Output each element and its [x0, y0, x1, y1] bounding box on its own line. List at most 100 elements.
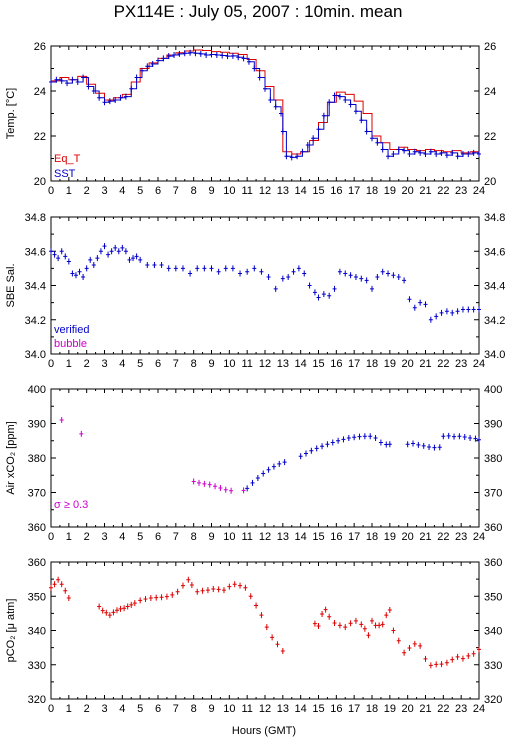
series-2 [49, 49, 481, 161]
data-point [460, 306, 465, 313]
data-point [161, 55, 166, 62]
data-point [370, 285, 374, 292]
data-point [118, 94, 123, 101]
data-point [396, 146, 401, 153]
data-point [332, 285, 337, 292]
data-point [159, 261, 164, 268]
data-point [316, 126, 321, 133]
data-point [273, 285, 278, 292]
x-tick-label: 20 [402, 185, 414, 197]
y-tick-label-right: 370 [484, 488, 502, 500]
data-point [209, 51, 214, 58]
data-point [320, 611, 325, 618]
y-axis-label: pCO₂ [μ atm] [5, 599, 17, 663]
data-point [52, 251, 57, 258]
data-point [289, 154, 294, 161]
data-point [411, 440, 416, 447]
x-tick-label: 11 [241, 703, 252, 715]
x-tick-label: 7 [173, 185, 179, 197]
x-tick-label: 24 [473, 185, 485, 197]
data-point [302, 270, 307, 277]
data-point [127, 256, 132, 263]
y-tick-label-left: 34.4 [25, 281, 46, 293]
y-axis-label: Air xCO₂ [ppm] [5, 421, 17, 494]
x-tick-label: 15 [312, 703, 324, 715]
x-tick-label: 2 [84, 358, 90, 370]
series-line [51, 52, 480, 158]
data-point [280, 275, 285, 282]
data-point [462, 433, 467, 440]
data-point [423, 655, 428, 662]
data-point [428, 316, 433, 323]
data-point [193, 50, 198, 57]
y-tick-label-left: 34.2 [25, 315, 46, 327]
data-point [266, 466, 271, 473]
data-point [129, 601, 134, 608]
data-point [243, 584, 248, 591]
data-point [132, 600, 137, 607]
y-tick-label-left: 360 [28, 557, 46, 569]
data-point [86, 83, 91, 90]
data-point [416, 441, 421, 448]
annotation-sigma: σ ≥ 0.3 [54, 499, 88, 511]
data-point [452, 433, 457, 440]
data-point [450, 309, 455, 316]
x-tick-label: 9 [208, 703, 214, 715]
data-point [330, 439, 335, 446]
data-point [432, 444, 437, 451]
data-point [54, 76, 59, 83]
data-point [439, 661, 444, 668]
y-tick-label-left: 360 [28, 522, 46, 534]
data-point [273, 103, 278, 110]
data-point [207, 481, 212, 488]
x-tick-label: 1 [66, 358, 72, 370]
data-point [268, 97, 273, 103]
data-point [138, 256, 143, 263]
data-point [402, 649, 407, 656]
x-tick-label: 12 [259, 358, 271, 370]
x-tick-label: 0 [48, 358, 54, 370]
x-tick-label: 14 [295, 185, 307, 197]
data-point [384, 612, 389, 619]
data-point [362, 625, 367, 632]
data-point [238, 582, 243, 589]
data-point [189, 581, 194, 588]
data-point [280, 648, 285, 655]
x-tick-label: 12 [259, 703, 271, 715]
x-tick-label: 24 [473, 358, 485, 370]
y-tick-label-right: 320 [484, 694, 502, 706]
data-point [421, 442, 426, 449]
data-point [63, 253, 68, 260]
data-point [59, 581, 64, 588]
y-tick-label-left: 34.0 [25, 349, 46, 361]
data-point [359, 275, 364, 282]
data-point [81, 74, 86, 81]
data-point [282, 459, 287, 466]
data-point [216, 268, 221, 275]
x-tick-label: 20 [402, 703, 414, 715]
x-tick-label: 19 [384, 531, 396, 543]
data-point [225, 53, 230, 60]
data-point [380, 146, 385, 153]
data-point [259, 612, 264, 619]
data-point [125, 603, 130, 610]
data-point [332, 92, 337, 99]
x-tick-label: 13 [277, 531, 289, 543]
data-point [73, 272, 78, 279]
data-point [166, 53, 171, 60]
data-point [271, 463, 276, 470]
data-point [195, 588, 200, 595]
data-point [123, 248, 128, 255]
data-point [113, 97, 118, 103]
data-point [49, 584, 53, 591]
data-point [428, 662, 433, 669]
x-tick-label: 22 [437, 531, 449, 543]
x-tick-label: 15 [312, 185, 324, 197]
x-tick-label: 4 [119, 358, 125, 370]
data-point [341, 436, 346, 443]
data-point [336, 437, 341, 444]
data-point [455, 308, 460, 315]
legend-bubble: bubble [54, 338, 87, 350]
x-axis-label: Hours (GMT) [232, 725, 296, 737]
x-tick-label: 24 [473, 703, 485, 715]
